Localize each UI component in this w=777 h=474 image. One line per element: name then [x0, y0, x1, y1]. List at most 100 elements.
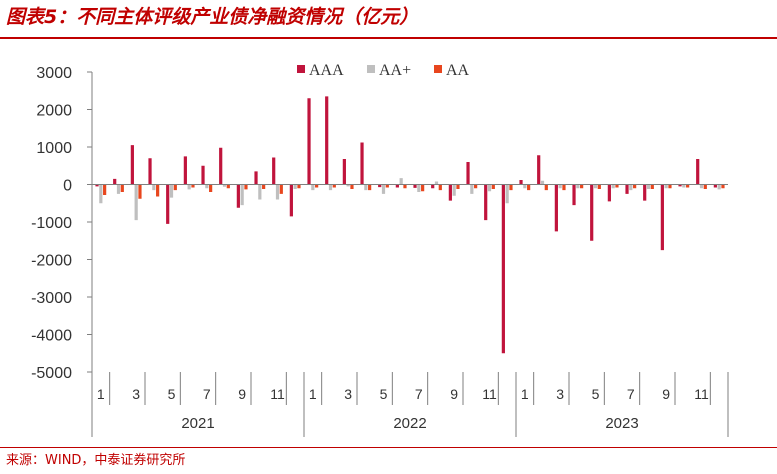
- bar-aaa: [272, 157, 276, 185]
- bar-aa: [209, 184, 213, 192]
- x-tick-label: 9: [662, 386, 670, 402]
- bar-aa: [615, 184, 619, 188]
- bar-aa-plus: [258, 184, 262, 200]
- bar-aa-plus: [381, 184, 386, 194]
- bar-aaa: [643, 184, 647, 201]
- bar-aaa: [201, 165, 205, 185]
- bar-aa-plus: [99, 184, 103, 204]
- bar-aa: [262, 184, 266, 189]
- bar-aaa: [448, 184, 452, 201]
- bar-aa: [350, 184, 354, 189]
- bar-aaa: [678, 184, 682, 187]
- bar-aa: [580, 184, 584, 189]
- bar-aaa: [378, 184, 382, 188]
- bar-aaa: [554, 184, 558, 232]
- y-tick-label: -5000: [31, 365, 72, 382]
- bar-aa-plus: [470, 184, 474, 194]
- bar-aaa: [183, 156, 187, 185]
- bar-aa-plus: [417, 184, 421, 192]
- bars: [95, 96, 725, 354]
- bar-aaa: [289, 184, 293, 217]
- y-tick-label: 0: [63, 178, 72, 195]
- x-tick-label: 3: [344, 386, 352, 402]
- x-tick-label: 9: [238, 386, 246, 402]
- y-tick-label: 1000: [36, 140, 72, 157]
- x-tick-label: 7: [203, 386, 211, 402]
- bar-aaa: [130, 145, 134, 185]
- bar-aaa: [307, 98, 311, 185]
- y-tick-label: -3000: [31, 290, 72, 307]
- bar-aaa: [625, 184, 629, 194]
- bar-aa-plus: [611, 184, 615, 189]
- bar-aa-plus: [523, 184, 527, 189]
- bar-aa: [315, 184, 319, 188]
- bar-aa-plus: [540, 180, 545, 185]
- bar-aaa: [431, 184, 435, 189]
- bar-aaa: [236, 184, 240, 208]
- x-tick-label: 11: [694, 386, 709, 402]
- chart-title: 图表5：不同主体评级产业债净融资情况（亿元）: [6, 6, 419, 28]
- y-tick-label: -1000: [31, 215, 72, 232]
- bar-aa-plus: [664, 184, 668, 189]
- bar-aa: [403, 184, 407, 189]
- bar-aa: [562, 184, 566, 191]
- x-tick-label: 11: [270, 386, 285, 402]
- bar-aa-plus: [364, 184, 368, 191]
- x-tick-label: 7: [415, 386, 423, 402]
- bar-aa: [650, 184, 654, 189]
- bar-aaa: [537, 155, 541, 185]
- x-tick-label: 5: [592, 386, 600, 402]
- bar-aaa: [113, 178, 117, 185]
- bar-aaa: [607, 184, 611, 202]
- bar-aa-plus: [434, 181, 439, 185]
- bar-aaa: [501, 184, 505, 354]
- x-year-label: 2022: [393, 415, 426, 432]
- bar-aaa: [254, 171, 258, 185]
- bar-aa: [686, 184, 690, 188]
- bar-aa-plus: [240, 184, 244, 206]
- bar-aa: [544, 184, 548, 191]
- bar-aa-plus: [152, 184, 156, 191]
- bar-chart: AAA AA+ AA 3000 2000 1000 0 -1000 -2000 -3000 -40…: [31, 62, 729, 437]
- bar-aa-plus: [576, 184, 580, 189]
- bar-aaa: [395, 184, 399, 188]
- bar-aa: [509, 184, 513, 191]
- bar-aa: [120, 184, 124, 192]
- bar-aa: [332, 184, 336, 188]
- bar-aa: [244, 184, 248, 190]
- x-tick-label: 1: [309, 386, 317, 402]
- bar-aaa: [148, 158, 152, 185]
- bar-aaa: [484, 184, 488, 221]
- bar-aa-plus: [717, 184, 721, 190]
- y-axis: 3000 2000 1000 0 -1000 -2000 -3000 -4000 -5000: [31, 65, 93, 382]
- bar-aa: [191, 184, 195, 188]
- bar-aa-plus: [275, 184, 280, 200]
- bar-aa: [279, 184, 283, 194]
- bar-aaa: [360, 142, 364, 185]
- bar-aa: [438, 184, 442, 191]
- bar-aaa: [696, 159, 700, 185]
- bar-aa-plus: [205, 184, 209, 189]
- bar-aa-plus: [134, 184, 138, 221]
- bar-aa-plus: [116, 184, 121, 194]
- bar-aaa: [466, 162, 470, 185]
- legend-label: AA+: [379, 62, 411, 79]
- x-tick-label: 1: [97, 386, 105, 402]
- bar-aa: [456, 184, 460, 189]
- x-tick-label: 7: [627, 386, 635, 402]
- y-tick-label: -4000: [31, 328, 72, 345]
- bar-aa: [703, 184, 707, 189]
- bar-aa-plus: [505, 184, 509, 204]
- bar-aa-plus: [629, 184, 633, 191]
- bar-aaa: [713, 184, 717, 188]
- legend-swatch: [434, 65, 442, 73]
- bar-aaa: [590, 184, 594, 241]
- bar-aa: [474, 184, 478, 189]
- bar-aaa: [413, 184, 417, 188]
- bar-aa: [421, 184, 425, 192]
- bar-aa-plus: [311, 184, 315, 191]
- source-divider: [0, 447, 777, 448]
- bar-aa-plus: [187, 184, 191, 190]
- x-year-label: 2023: [605, 415, 638, 432]
